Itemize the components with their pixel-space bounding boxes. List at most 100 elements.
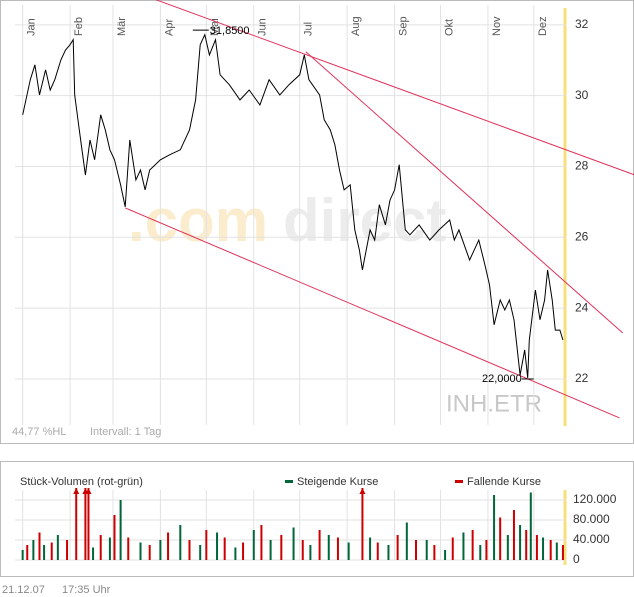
- volume-bar: [512, 510, 515, 560]
- annotation-label: 22,0000: [482, 373, 522, 385]
- volume-bar: [205, 530, 208, 560]
- volume-bar: [43, 545, 46, 560]
- volume-bar: [292, 527, 295, 560]
- info-interval: Intervall: 1 Tag: [90, 426, 161, 438]
- volume-bar: [269, 540, 272, 560]
- volume-bar: [242, 542, 245, 560]
- x-tick-label: Aug: [350, 16, 362, 36]
- volume-bar: [387, 545, 390, 560]
- volume-bar: [433, 545, 436, 560]
- volume-bar: [38, 532, 41, 560]
- volume-bar: [309, 545, 312, 560]
- volume-title: Stück-Volumen (rot-grün): [20, 476, 143, 488]
- volume-bar: [167, 532, 170, 560]
- volume-bar: [199, 545, 202, 560]
- volume-bars: [21, 488, 564, 560]
- volume-bar: [188, 540, 191, 560]
- volume-bar: [66, 540, 69, 560]
- volume-bar: [425, 540, 428, 560]
- volume-bar: [148, 545, 151, 560]
- x-tick-label: Feb: [73, 17, 85, 36]
- volume-bar: [179, 525, 182, 560]
- volume-bar: [99, 535, 102, 560]
- volume-bar: [113, 515, 116, 560]
- volume-bar: [369, 537, 372, 560]
- footer-time: 17:35 Uhr: [62, 584, 111, 596]
- volume-bar: [444, 550, 447, 560]
- volume-bar: [327, 535, 330, 560]
- volume-bar: [415, 540, 418, 560]
- volume-bar: [139, 542, 142, 560]
- trend-line: [125, 207, 620, 419]
- volume-bar: [108, 537, 111, 560]
- volume-bar: [361, 488, 364, 560]
- price-line: [22, 33, 564, 378]
- volume-bar: [234, 547, 237, 560]
- overflow-arrow: [73, 488, 80, 494]
- volume-bar: [318, 530, 321, 560]
- volume-bar: [252, 530, 255, 560]
- trend-line: [305, 51, 623, 334]
- legend-label: Fallende Kurse: [467, 476, 541, 488]
- volume-bar: [336, 537, 339, 560]
- volume-bar: [26, 545, 29, 560]
- legend-label: Steigende Kurse: [297, 476, 378, 488]
- volume-bar: [223, 537, 226, 560]
- volume-bar: [535, 535, 538, 560]
- volume-bar: [471, 530, 474, 560]
- x-tick-label: Jan: [26, 18, 38, 36]
- volume-bar: [21, 550, 24, 560]
- y-tick-label: 40.000: [573, 532, 610, 546]
- x-tick-label: Dez: [537, 16, 549, 36]
- y-tick-label: 22: [575, 371, 589, 385]
- x-tick-label: Okt: [443, 19, 455, 36]
- overflow-arrow: [85, 488, 92, 494]
- trend-line: [155, 0, 634, 176]
- overflow-arrow: [359, 488, 366, 494]
- y-tick-label: 28: [575, 159, 589, 173]
- volume-bar: [280, 535, 283, 560]
- volume-panel: [0, 461, 634, 577]
- volume-bar: [32, 540, 35, 560]
- volume-bar: [525, 530, 528, 560]
- y-tick-label: 26: [575, 229, 589, 243]
- volume-bar: [75, 488, 78, 560]
- volume-bar: [50, 542, 53, 560]
- y-tick-label: 120.000: [573, 492, 617, 506]
- y-tick-label: 0: [573, 552, 580, 566]
- volume-bar: [549, 540, 552, 560]
- volume-bar: [347, 542, 350, 560]
- watermark: .com direct: [128, 187, 446, 254]
- annotation-label: 31,8500: [210, 25, 250, 37]
- watermark-direct: direct: [283, 187, 446, 254]
- volume-bar: [561, 545, 564, 560]
- volume-bar: [87, 488, 90, 560]
- volume-bar: [529, 492, 532, 560]
- x-tick-label: Jun: [257, 18, 269, 36]
- volume-bar: [216, 532, 219, 560]
- volume-bar: [479, 545, 482, 560]
- y-tick-label: 32: [575, 17, 589, 31]
- volume-bar: [396, 535, 399, 560]
- volume-bar: [127, 537, 130, 560]
- volume-bar: [376, 542, 379, 560]
- legend-swatch: [455, 480, 463, 483]
- y-tick-label: 30: [575, 88, 589, 102]
- volume-bar: [542, 537, 545, 560]
- volume-bar: [519, 525, 522, 560]
- x-tick-label: Jul: [303, 22, 315, 36]
- y-tick-label: 80.000: [573, 512, 610, 526]
- volume-bar: [260, 525, 263, 560]
- x-tick-label: Sep: [397, 16, 409, 36]
- volume-bar: [84, 488, 87, 560]
- volume-bar: [485, 540, 488, 560]
- volume-bar: [119, 500, 122, 560]
- volume-bar: [56, 535, 59, 560]
- legend-swatch: [285, 480, 293, 483]
- x-tick-label: Nov: [491, 16, 503, 36]
- volume-bar: [555, 542, 558, 560]
- y-tick-label: 24: [575, 300, 589, 314]
- x-tick-label: Apr: [163, 19, 175, 36]
- volume-bar: [92, 547, 95, 560]
